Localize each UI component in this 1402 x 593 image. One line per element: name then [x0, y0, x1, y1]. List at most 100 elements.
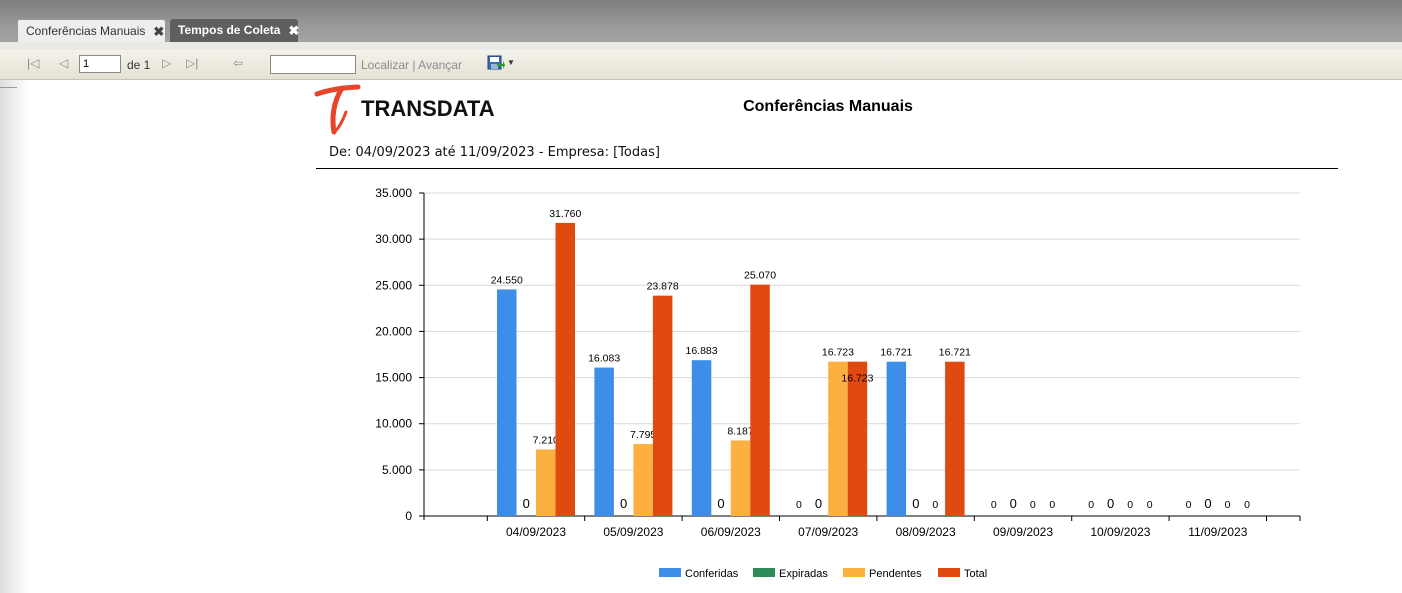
data-label: 0 [912, 496, 919, 511]
y-tick-label: 10.000 [375, 417, 412, 431]
chevron-down-icon[interactable]: ▼ [507, 58, 515, 67]
data-label: 25.070 [744, 270, 776, 282]
next-page-icon[interactable]: ▷ [162, 56, 172, 70]
legend-swatch [753, 568, 775, 577]
legend-swatch [938, 568, 960, 577]
legend-entry: Expiradas [779, 568, 828, 580]
data-label: 16.723 [841, 373, 873, 385]
tab-bar: Conferências Manuais ✖ Tempos de Coleta … [0, 0, 1402, 42]
company-logo-text: TRANSDATA [361, 96, 495, 121]
bar-total [652, 295, 673, 516]
legend-swatch [843, 568, 865, 577]
y-tick-label: 25.000 [375, 278, 412, 292]
bar-conferidas [691, 360, 712, 516]
divider [0, 87, 17, 88]
x-tick-label: 06/09/2023 [701, 525, 761, 539]
legend-entry: Pendentes [869, 568, 922, 580]
bar-total [555, 222, 575, 516]
data-label: 0 [1244, 499, 1250, 511]
divider [316, 168, 1338, 169]
tab-label: Tempos de Coleta [178, 23, 281, 37]
find-next-link[interactable]: Avançar [418, 58, 462, 72]
tab-tempos-de-coleta[interactable]: Tempos de Coleta ✖ [170, 19, 300, 42]
find-link[interactable]: Localizar [361, 58, 410, 72]
data-label: 0 [1010, 496, 1017, 511]
y-tick-label: 15.000 [375, 371, 412, 385]
tab-conferencias-manuais[interactable]: Conferências Manuais ✖ [17, 19, 166, 42]
bar-pendentes [828, 361, 848, 516]
x-tick-label: 04/09/2023 [506, 525, 566, 539]
bar-total [750, 284, 770, 516]
bar-conferidas [497, 289, 517, 516]
data-label: 0 [1127, 499, 1133, 511]
data-label: 0 [1225, 499, 1231, 511]
x-tick-label: 08/09/2023 [896, 525, 956, 539]
data-label: 0 [1186, 499, 1192, 511]
data-label: 31.760 [549, 208, 581, 220]
data-label: 23.878 [647, 281, 679, 293]
data-label: 0 [717, 496, 724, 511]
x-tick-label: 05/09/2023 [603, 525, 663, 539]
tab-bar-underline [0, 42, 1402, 50]
data-label: 0 [932, 499, 938, 511]
find-links: Localizar | Avançar [361, 58, 462, 72]
x-tick-label: 07/09/2023 [798, 525, 858, 539]
data-label: 0 [1088, 499, 1094, 511]
data-label: 16.083 [588, 353, 620, 365]
data-label: 16.883 [685, 345, 717, 357]
left-pane [0, 80, 30, 593]
x-tick-label: 09/09/2023 [993, 525, 1053, 539]
report-filter: De: 04/09/2023 até 11/09/2023 - Empresa:… [329, 145, 660, 160]
data-label: 0 [1204, 496, 1211, 511]
tab-label: Conferências Manuais [26, 23, 146, 38]
data-label: 0 [620, 496, 627, 511]
back-icon[interactable]: ⇦ [233, 56, 244, 70]
y-tick-label: 0 [405, 509, 412, 523]
page-number-input[interactable] [79, 55, 121, 73]
data-label: 0 [1147, 499, 1153, 511]
legend-entry: Conferidas [685, 568, 739, 580]
y-tick-label: 5.000 [382, 463, 412, 477]
data-label: 16.721 [880, 347, 912, 359]
bar-pendentes [730, 440, 751, 516]
bar-total [945, 361, 965, 516]
legend-swatch [659, 568, 681, 577]
y-tick-label: 30.000 [375, 232, 412, 246]
x-tick-label: 10/09/2023 [1090, 525, 1150, 539]
transdata-logo-icon [314, 84, 361, 135]
data-label: 0 [1049, 499, 1055, 511]
data-label: 0 [523, 496, 530, 511]
legend-entry: Total [964, 568, 987, 580]
prev-page-icon[interactable]: ◁ [59, 56, 69, 70]
bar-conferidas [886, 361, 907, 516]
data-label: 7.210 [533, 434, 559, 446]
data-label: 0 [1107, 496, 1114, 511]
bar-pendentes [633, 444, 653, 516]
y-tick-label: 20.000 [375, 324, 412, 338]
page-count-label: de 1 [127, 58, 151, 72]
find-text-input[interactable] [270, 55, 356, 74]
report-title: Conferências Manuais [743, 98, 913, 115]
bar-conferidas [594, 367, 614, 516]
bar-chart: 0 5.000 10.000 15.000 20.000 25.000 30.000 35.0… [375, 186, 1301, 580]
last-page-icon[interactable]: ▷| [186, 56, 199, 70]
data-label: 0 [1030, 499, 1036, 511]
data-label: 0 [991, 499, 997, 511]
data-label: 16.721 [939, 347, 971, 359]
data-label: 24.550 [491, 274, 523, 286]
save-export-icon[interactable] [487, 55, 505, 71]
first-page-icon[interactable]: |◁ [27, 56, 40, 70]
data-label: 7.795 [630, 429, 656, 441]
y-tick-label: 35.000 [375, 186, 412, 200]
report-toolbar: |◁ ◁ de 1 ▷ ▷| ⇦ Localizar | Avançar ▼ [0, 50, 1402, 80]
find-separator: | [412, 58, 416, 72]
data-label: 8.187 [727, 425, 753, 437]
data-label: 16.723 [822, 347, 854, 359]
close-icon[interactable]: ✖ [288, 23, 300, 38]
bar-pendentes [536, 449, 556, 516]
data-label: 0 [815, 496, 822, 511]
data-label: 0 [796, 499, 802, 511]
x-tick-label: 11/09/2023 [1188, 525, 1247, 539]
close-icon[interactable]: ✖ [153, 23, 165, 39]
bar-total [847, 361, 868, 516]
